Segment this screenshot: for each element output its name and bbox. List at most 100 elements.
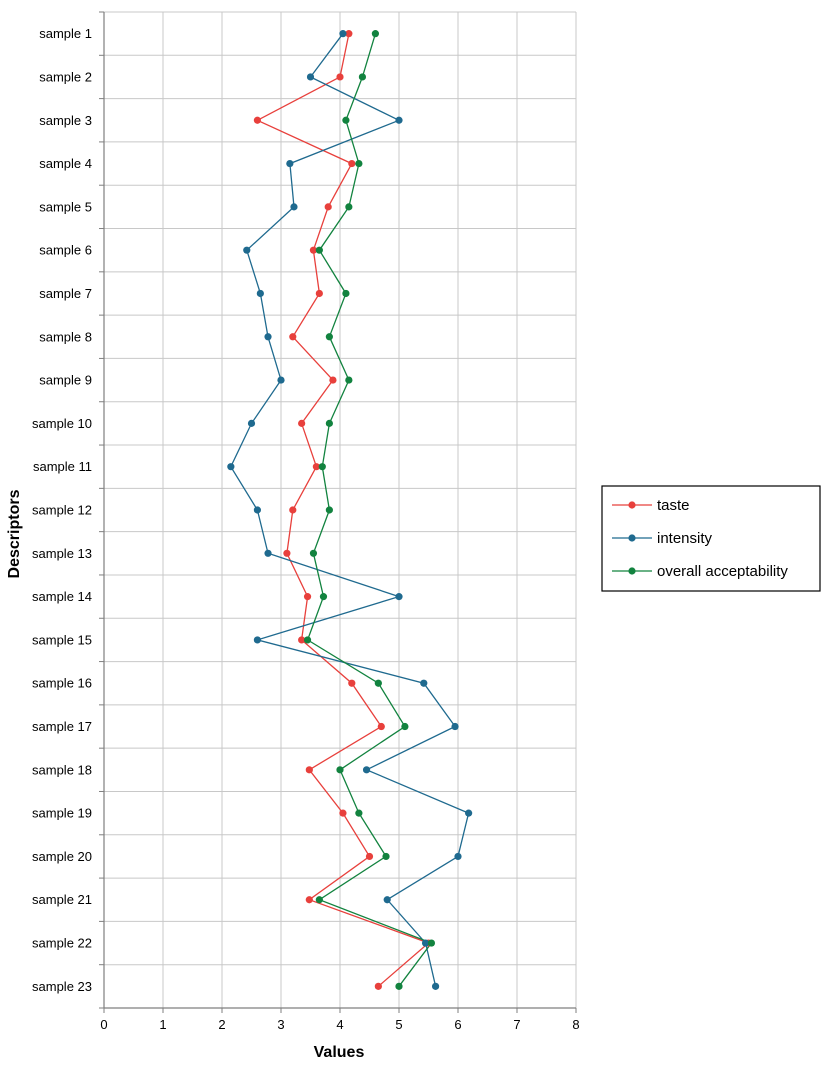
data-point-overall-acceptability [382, 852, 390, 861]
data-point-overall-acceptability [342, 289, 350, 298]
data-point-overall-acceptability [315, 246, 323, 254]
y-tick-label: sample 6 [39, 243, 92, 258]
y-tick-label: sample 9 [39, 373, 92, 388]
data-point-intensity [264, 333, 272, 341]
data-point-overall-acceptability [355, 159, 363, 168]
legend-swatch-marker [628, 501, 636, 509]
series-line-intensity [230, 33, 470, 987]
y-tick-label: sample 1 [39, 26, 92, 41]
data-point-intensity [431, 982, 440, 990]
data-point-intensity [286, 159, 294, 168]
data-point-taste [312, 463, 320, 471]
data-point-taste [348, 159, 356, 168]
data-point-taste [348, 679, 356, 687]
data-point-intensity [362, 766, 371, 774]
data-point-taste [289, 333, 297, 341]
data-point-overall-acceptability [395, 982, 403, 990]
y-tick-label: sample 4 [39, 156, 92, 171]
y-tick-label: sample 7 [39, 286, 92, 301]
data-point-taste [374, 982, 382, 990]
data-point-taste [315, 289, 323, 298]
data-point-intensity [264, 549, 272, 557]
data-point-overall-acceptability [336, 766, 344, 774]
data-point-intensity [339, 30, 347, 38]
data-point-intensity [454, 852, 462, 861]
x-tick-label: 1 [159, 1017, 166, 1032]
data-point-taste [329, 376, 337, 384]
x-tick-label: 4 [336, 1017, 343, 1032]
data-point-taste [298, 636, 306, 644]
x-tick-label: 7 [513, 1017, 520, 1032]
x-tick-label: 0 [100, 1017, 107, 1032]
data-point-taste [339, 809, 347, 817]
data-point-overall-acceptability [374, 679, 382, 687]
legend-label: overall acceptability [657, 563, 788, 580]
data-point-intensity [227, 463, 235, 471]
data-point-intensity [383, 896, 391, 904]
y-tick-label: sample 18 [32, 762, 92, 777]
y-tick-label: sample 23 [32, 979, 92, 994]
y-tick-label: sample 15 [32, 632, 92, 647]
y-tick-label: sample 22 [32, 936, 92, 951]
y-tick-label: sample 11 [33, 459, 92, 474]
x-axis-title: Values [314, 1044, 365, 1061]
data-point-overall-acceptability [345, 203, 353, 211]
data-point-intensity [247, 419, 256, 427]
y-tick-label: sample 16 [32, 676, 92, 691]
data-point-taste [345, 30, 353, 38]
data-point-taste [365, 852, 374, 861]
grid [103, 11, 577, 1009]
y-tick-label: sample 10 [32, 416, 92, 431]
legend: taste intensity overall acceptability [601, 485, 821, 592]
data-point-overall-acceptability [427, 939, 436, 947]
data-point-overall-acceptability [355, 809, 363, 817]
y-tick-label: sample 8 [39, 329, 92, 344]
y-tick-label: sample 20 [32, 849, 92, 864]
y-tick-label: sample 5 [39, 199, 92, 214]
data-point-taste [377, 722, 385, 731]
data-point-overall-acceptability [319, 593, 328, 601]
data-point-taste [309, 246, 318, 254]
data-point-taste [303, 593, 312, 601]
data-point-overall-acceptability [303, 636, 312, 644]
y-tick-label: sample 12 [32, 503, 92, 518]
data-point-intensity [421, 939, 430, 947]
y-tick-label: sample 2 [39, 69, 92, 84]
data-point-intensity [277, 376, 285, 384]
data-point-overall-acceptability [401, 722, 409, 731]
legend-swatch-marker [628, 534, 636, 542]
x-tick-label: 5 [395, 1017, 402, 1032]
data-point-intensity [306, 73, 315, 81]
y-tick-label: sample 13 [32, 546, 92, 561]
data-point-intensity [256, 289, 264, 298]
data-point-taste [298, 419, 306, 427]
data-point-intensity [465, 809, 473, 817]
data-point-overall-acceptability [325, 419, 333, 427]
data-point-intensity [395, 593, 403, 601]
y-tick-label: sample 14 [32, 589, 92, 604]
y-tick-label: sample 17 [32, 719, 92, 734]
data-point-overall-acceptability [371, 30, 379, 38]
data-point-taste [324, 203, 332, 211]
data-point-overall-acceptability [358, 73, 367, 81]
data-point-intensity [451, 722, 459, 731]
x-tick-label: 3 [277, 1017, 284, 1032]
x-tick-label: 8 [572, 1017, 579, 1032]
data-point-intensity [243, 246, 251, 254]
data-point-intensity [395, 116, 403, 124]
y-tick-label: sample 21 [32, 892, 92, 907]
series-layer [227, 30, 473, 990]
data-point-intensity [290, 203, 298, 211]
y-axis-title: Descriptors [6, 489, 23, 578]
data-point-taste [289, 506, 297, 514]
data-point-taste [305, 766, 313, 774]
data-point-overall-acceptability [342, 116, 350, 124]
y-tick-label: sample 3 [39, 113, 92, 128]
x-tick-label: 2 [218, 1017, 225, 1032]
data-point-overall-acceptability [315, 896, 323, 904]
data-point-overall-acceptability [309, 549, 318, 557]
data-point-intensity [253, 636, 261, 644]
x-tick-label: 6 [454, 1017, 461, 1032]
labels-layer: 0 1 2 3 4 5 6 7 8 sample 1 sample 2 sample 3 sample … [32, 26, 580, 1032]
